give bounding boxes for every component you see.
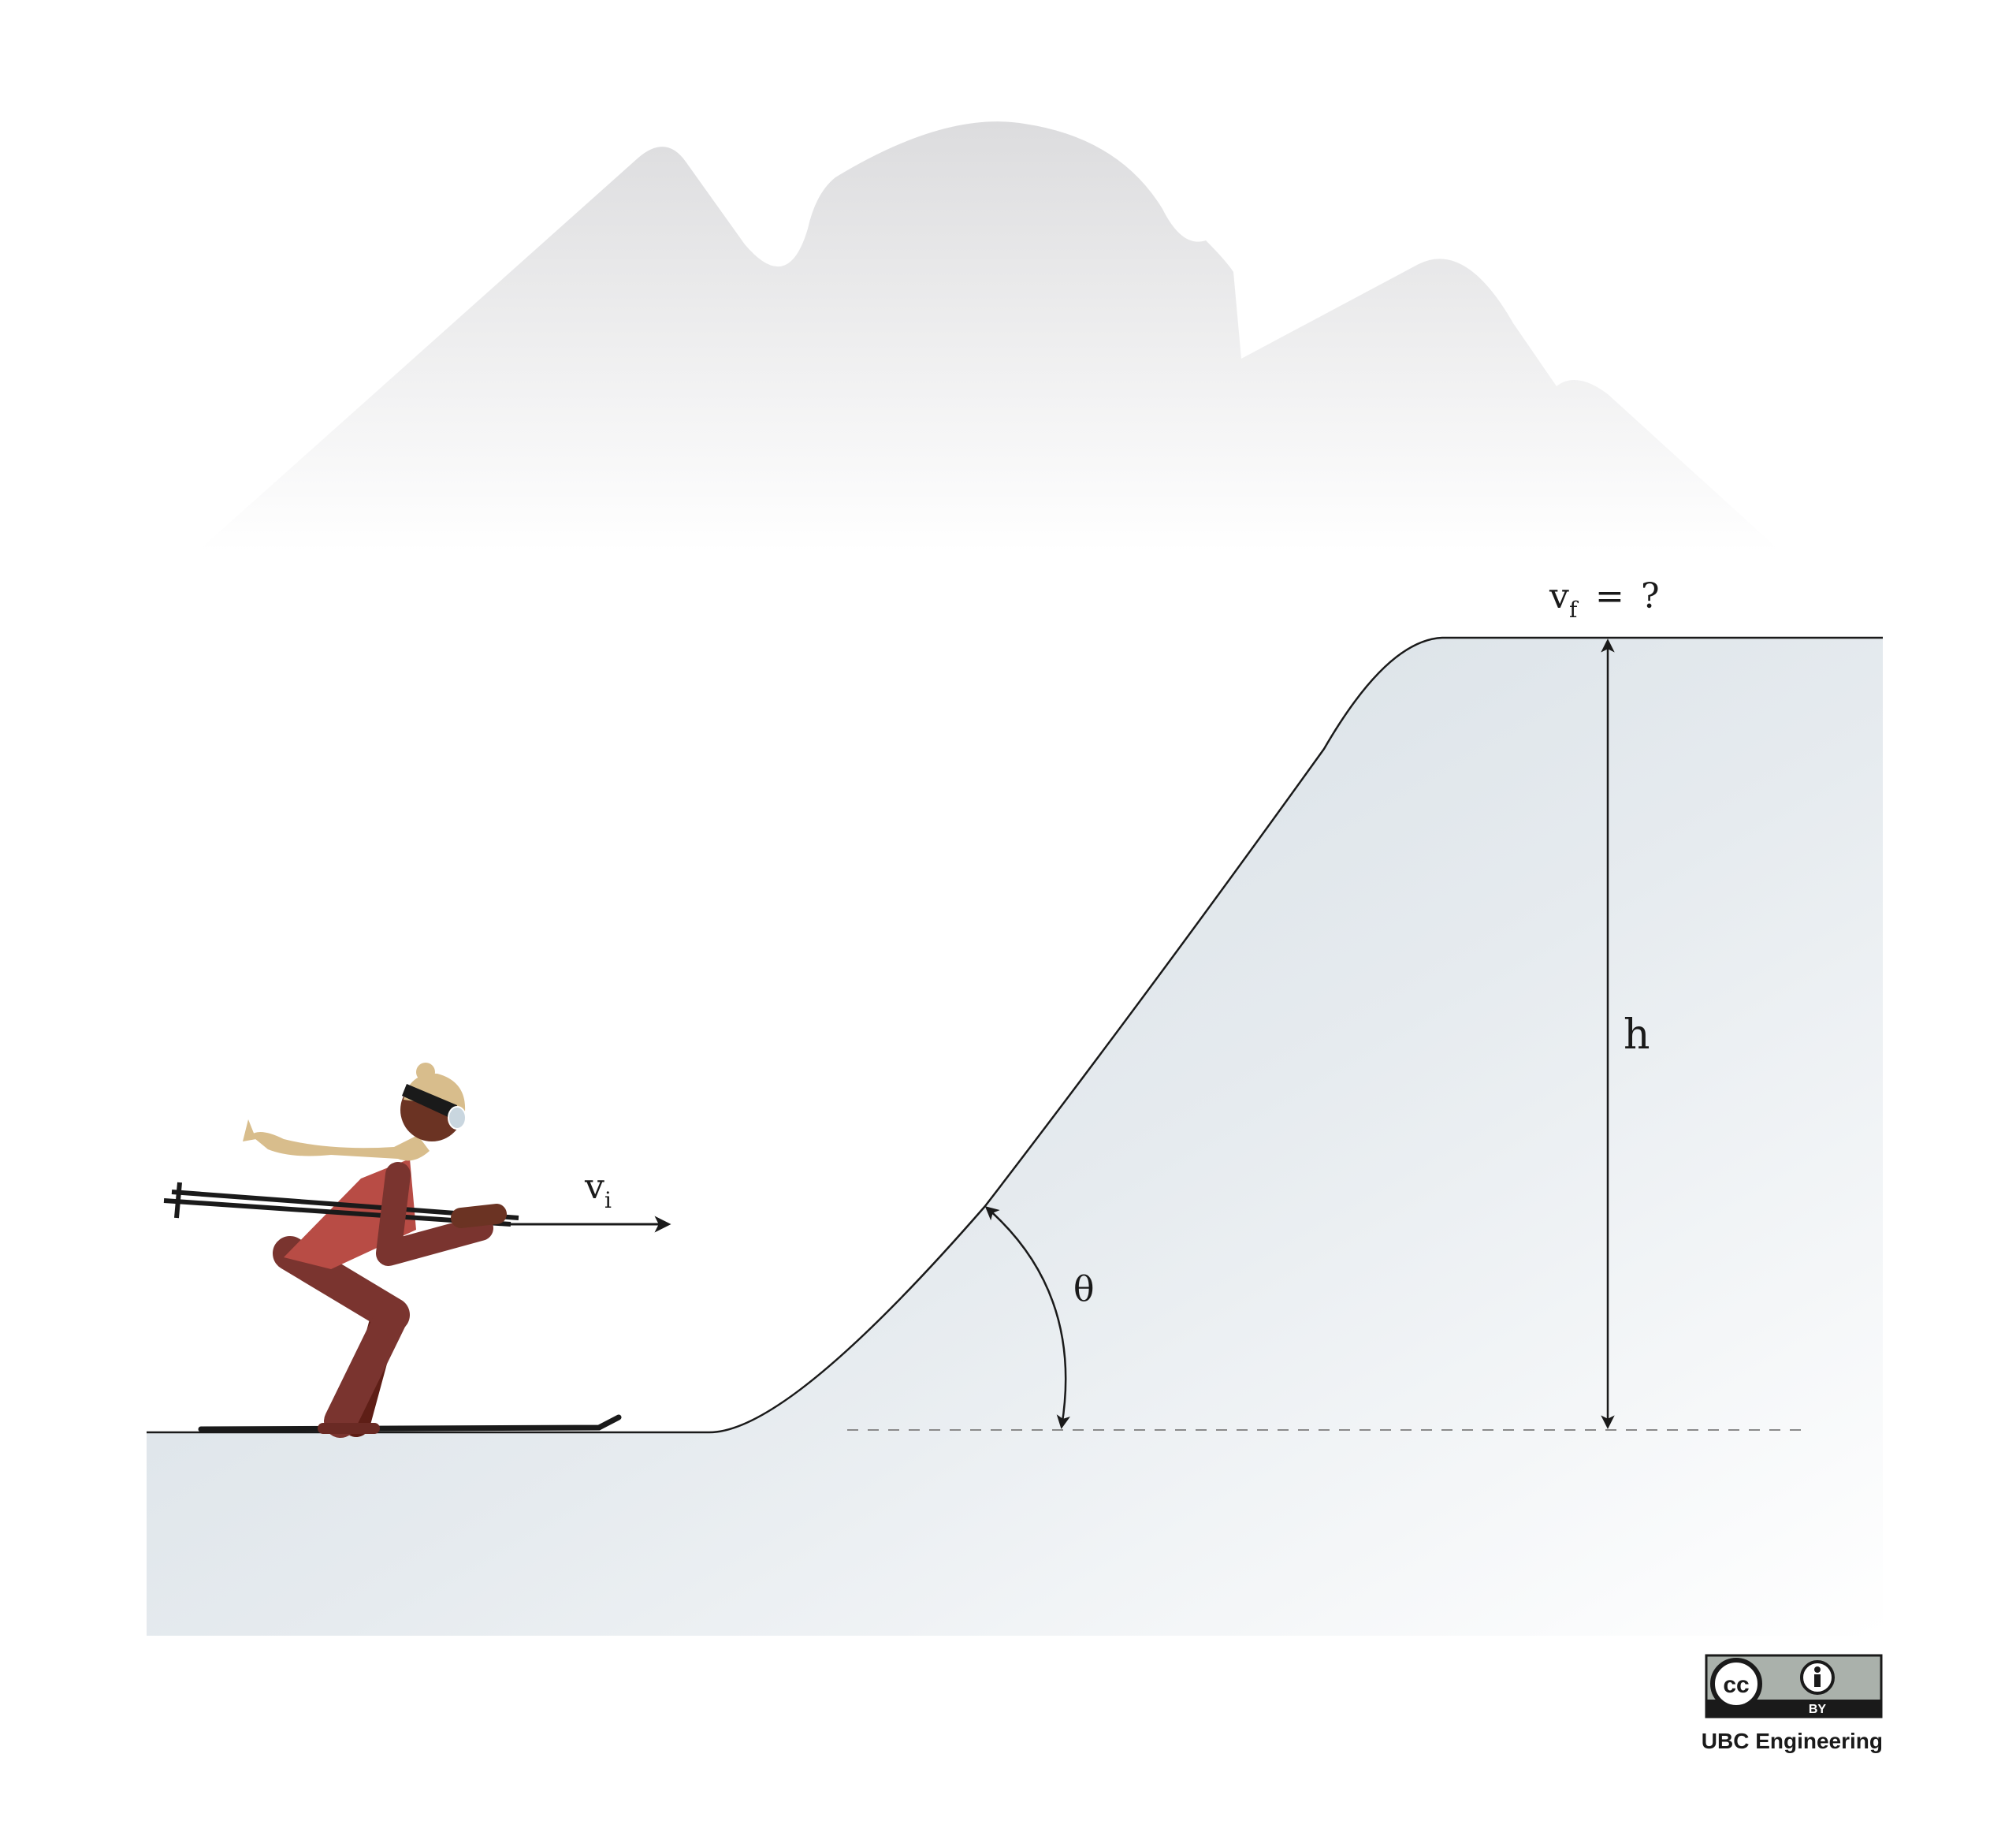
svg-text:v: v (584, 1167, 604, 1207)
slope-outline (147, 636, 1883, 1434)
svg-text:?: ? (1641, 576, 1660, 616)
mountain-silhouette (197, 121, 1781, 552)
svg-text:i: i (604, 1187, 612, 1213)
credit-text: UBC Engineering (1702, 1729, 1883, 1753)
cc-icon: cc (1710, 1658, 1762, 1710)
snow-slope (147, 638, 1883, 1636)
attribution-icon (1800, 1660, 1835, 1695)
svg-text:v: v (1549, 576, 1569, 616)
angle-label: θ (1073, 1269, 1095, 1309)
skier-figure (163, 1063, 622, 1438)
cc-by-license-badge: cc BY (1705, 1654, 1883, 1718)
svg-text:=: = (1595, 576, 1624, 616)
initial-velocity-label: v i (584, 1167, 612, 1213)
height-label: h (1624, 1011, 1650, 1059)
angle-arc (984, 1206, 1070, 1429)
svg-text:BY: BY (1809, 1703, 1827, 1716)
final-velocity-label: v f = ? (1549, 576, 1660, 623)
svg-text:cc: cc (1723, 1672, 1749, 1698)
svg-text:f: f (1569, 597, 1579, 623)
